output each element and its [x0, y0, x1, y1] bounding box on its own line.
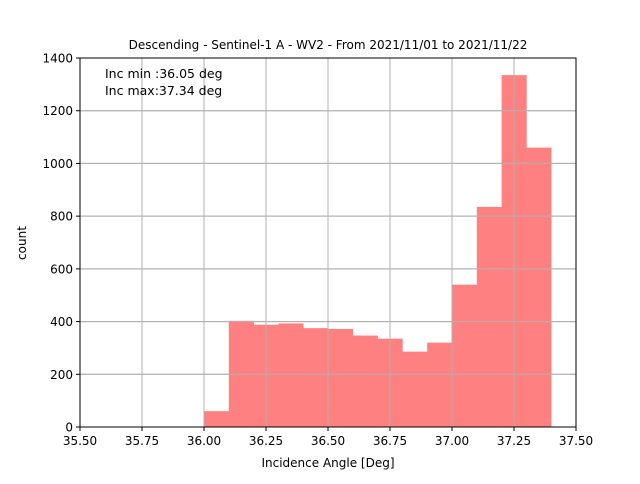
histogram-bar	[402, 351, 428, 427]
y-axis-label: count	[15, 226, 29, 260]
x-tick-label: 36.50	[311, 434, 345, 448]
histogram-bar	[452, 284, 478, 427]
histogram-bar	[526, 147, 552, 427]
x-tick-label: 36.75	[373, 434, 407, 448]
histogram-bar	[352, 335, 378, 427]
histogram-bar	[278, 323, 304, 427]
y-tick-label: 1400	[42, 52, 73, 66]
chart-title: Descending - Sentinel-1 A - WV2 - From 2…	[129, 38, 528, 52]
histogram-bar	[328, 328, 354, 427]
x-tick-label: 36.00	[187, 434, 221, 448]
y-tick-label: 400	[50, 315, 73, 329]
y-tick-label: 1200	[42, 104, 73, 118]
histogram-bar	[427, 342, 453, 427]
y-tick-label: 0	[65, 421, 73, 435]
y-tick-label: 1000	[42, 157, 73, 171]
x-tick-label: 37.25	[497, 434, 531, 448]
y-tick-label: 200	[50, 368, 73, 382]
x-tick-label: 37.50	[559, 434, 593, 448]
x-tick-label: 35.50	[63, 434, 97, 448]
x-tick-label: 37.00	[435, 434, 469, 448]
y-tick-label: 600	[50, 262, 73, 276]
x-tick-label: 35.75	[125, 434, 159, 448]
x-axis-label: Incidence Angle [Deg]	[261, 456, 394, 470]
histogram-bar	[204, 411, 230, 427]
annotation-inc-max: Inc max:37.34 deg	[105, 83, 222, 98]
y-tick-label: 800	[50, 210, 73, 224]
histogram-bar	[476, 206, 502, 427]
annotation-inc-min: Inc min :36.05 deg	[105, 66, 223, 81]
x-tick-label: 36.25	[249, 434, 283, 448]
ticks-layer: 35.50 35.75 36.00 36.25 36.50 36.75 37.00 37.25…	[42, 52, 593, 449]
histogram-bar	[303, 328, 329, 427]
